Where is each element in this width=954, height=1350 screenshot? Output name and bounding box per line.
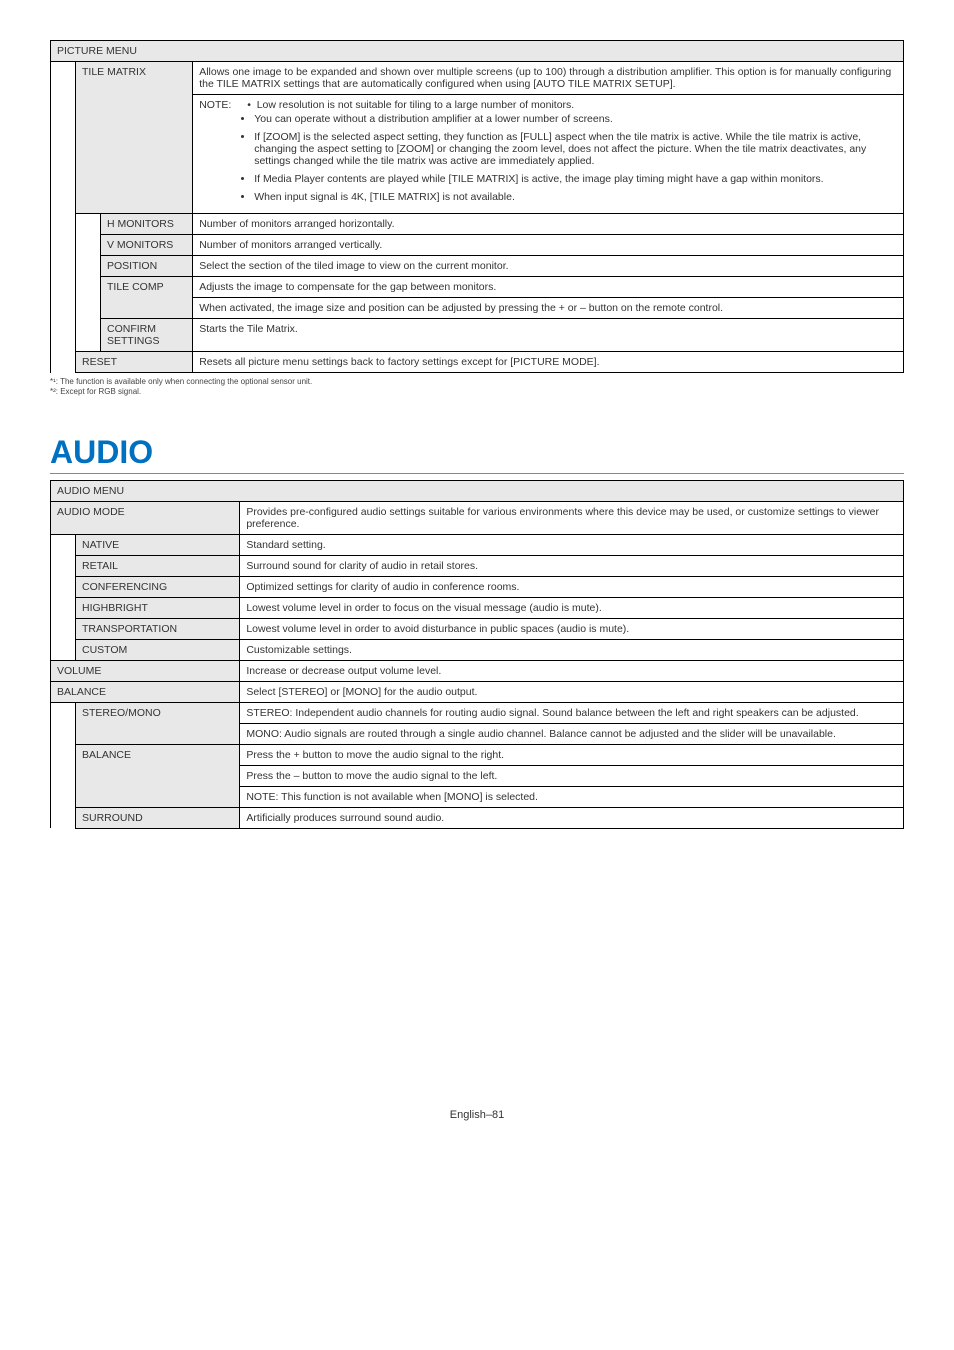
picture-menu-header: PICTURE MENU [51,41,904,62]
balance-desc: Select [STEREO] or [MONO] for the audio … [240,681,904,702]
tile-matrix-label: TILE MATRIX [76,62,193,214]
v-monitors-desc: Number of monitors arranged vertically. [193,235,904,256]
h-monitors-desc: Number of monitors arranged horizontally… [193,214,904,235]
stereo-mono-desc2: MONO: Audio signals are routed through a… [240,723,904,744]
custom-label: CUSTOM [76,639,240,660]
footnote-1: *¹: The function is available only when … [50,377,904,387]
note-bullet-3: If Media Player contents are played whil… [254,173,897,185]
tile-comp-desc1: Adjusts the image to compensate for the … [193,277,904,298]
h-monitors-label: H MONITORS [101,214,193,235]
retail-desc: Surround sound for clarity of audio in r… [240,555,904,576]
note-bullet-2: If [ZOOM] is the selected aspect setting… [254,131,897,167]
position-label: POSITION [101,256,193,277]
v-monitors-label: V MONITORS [101,235,193,256]
surround-desc: Artificially produces surround sound aud… [240,807,904,828]
note-bullet-0: Low resolution is not suitable for tilin… [257,99,575,111]
balance-sub-note: NOTE: This function is not available whe… [240,786,904,807]
confirm-desc: Starts the Tile Matrix. [193,319,904,352]
audio-mode-label: AUDIO MODE [51,501,240,534]
balance-label: BALANCE [51,681,240,702]
native-label: NATIVE [76,534,240,555]
conferencing-label: CONFERENCING [76,576,240,597]
confirm-label: CONFIRM SETTINGS [101,319,193,352]
native-desc: Standard setting. [240,534,904,555]
highbright-label: HIGHBRIGHT [76,597,240,618]
tile-comp-label: TILE COMP [101,277,193,319]
transportation-label: TRANSPORTATION [76,618,240,639]
retail-label: RETAIL [76,555,240,576]
indent [76,214,101,352]
surround-label: SURROUND [76,807,240,828]
footnotes: *¹: The function is available only when … [50,377,904,398]
volume-desc: Increase or decrease output volume level… [240,660,904,681]
reset-label: RESET [76,352,193,373]
indent [51,534,76,660]
note-bullet-4: When input signal is 4K, [TILE MATRIX] i… [254,191,897,203]
conferencing-desc: Optimized settings for clarity of audio … [240,576,904,597]
position-desc: Select the section of the tiled image to… [193,256,904,277]
footnote-2: *²: Except for RGB signal. [50,387,904,397]
balance-sub-desc2: Press the – button to move the audio sig… [240,765,904,786]
audio-heading: AUDIO [50,434,904,474]
note-bullet-1: You can operate without a distribution a… [254,113,897,125]
page-footer: English–81 [50,1109,904,1121]
picture-menu-table: PICTURE MENU TILE MATRIX Allows one imag… [50,40,904,373]
tile-comp-desc2: When activated, the image size and posit… [193,298,904,319]
indent [51,702,76,828]
indent [51,352,76,373]
balance-sub-label: BALANCE [76,744,240,807]
custom-desc: Customizable settings. [240,639,904,660]
volume-label: VOLUME [51,660,240,681]
highbright-desc: Lowest volume level in order to focus on… [240,597,904,618]
audio-menu-header: AUDIO MENU [51,480,904,501]
reset-desc: Resets all picture menu settings back to… [193,352,904,373]
tile-matrix-desc: Allows one image to be expanded and show… [193,62,904,95]
balance-sub-desc1: Press the + button to move the audio sig… [240,744,904,765]
audio-mode-desc: Provides pre-configured audio settings s… [240,501,904,534]
audio-menu-table: AUDIO MENU AUDIO MODE Provides pre-confi… [50,480,904,829]
note-prefix: NOTE: [199,99,247,111]
tile-matrix-notes: NOTE: • Low resolution is not suitable f… [193,95,904,214]
transportation-desc: Lowest volume level in order to avoid di… [240,618,904,639]
indent [51,62,76,352]
stereo-mono-label: STEREO/MONO [76,702,240,744]
stereo-mono-desc1: STEREO: Independent audio channels for r… [240,702,904,723]
